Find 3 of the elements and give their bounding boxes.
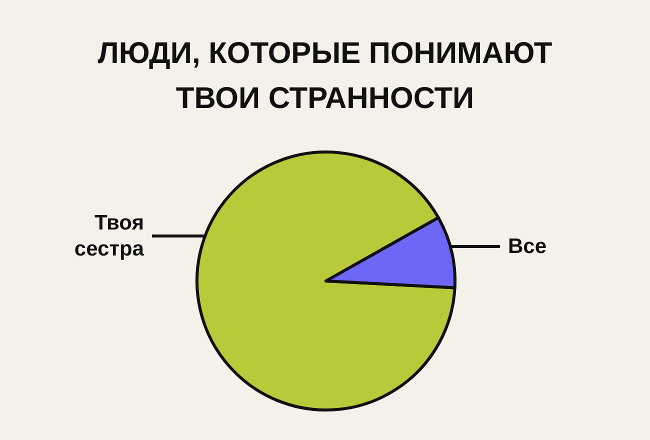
slice-label: Все [508, 235, 547, 258]
slice-label: Твоя сестра [74, 212, 144, 260]
chart-title: ЛЮДИ, КОТОРЫЕ ПОНИМАЮТ ТВОИ СТРАННОСТИ [98, 37, 552, 115]
